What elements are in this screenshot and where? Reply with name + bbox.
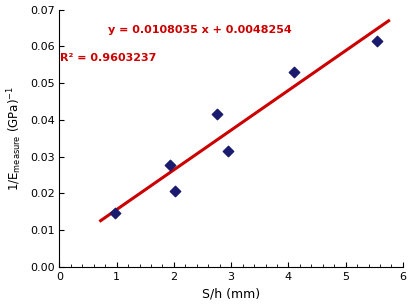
Point [213,112,220,117]
Point [172,188,178,193]
Text: R² = 0.9603237: R² = 0.9603237 [60,53,156,63]
Y-axis label: 1/E$_\mathregular{measure}$ (GPa)$^{-1}$: 1/E$_\mathregular{measure}$ (GPa)$^{-1}$ [5,86,24,191]
Text: y = 0.0108035 x + 0.0048254: y = 0.0108035 x + 0.0048254 [108,25,292,35]
X-axis label: S/h (mm): S/h (mm) [202,287,260,300]
Point [166,162,173,167]
Point [225,149,232,154]
Point [291,70,297,75]
Point [112,210,118,215]
Point [374,38,380,43]
